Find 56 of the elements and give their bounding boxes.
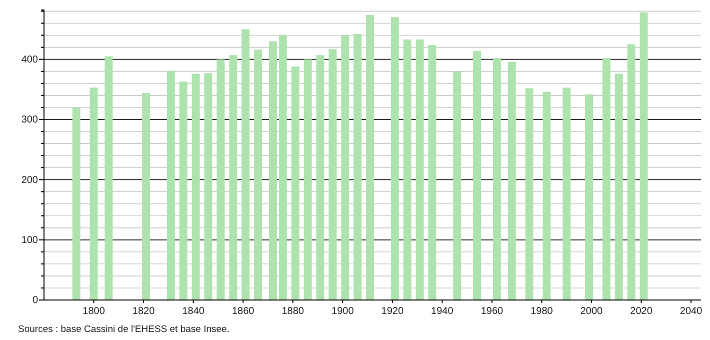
bar [192,74,200,300]
bar [341,35,350,300]
x-tick-label: 1880 [282,306,304,318]
bar [473,50,482,300]
bar [640,12,648,300]
x-tick-label: 1960 [480,306,504,318]
x-tick-label: 2000 [580,306,604,318]
y-tick-label: 0 [32,295,38,306]
x-tick-label: 1820 [132,306,156,318]
x-tick-label: 1920 [381,306,404,318]
bar [316,55,324,300]
bar [585,94,593,300]
bar [354,34,362,300]
bar [204,73,212,300]
bar [562,88,571,300]
x-tick-label: 2040 [680,306,703,318]
source-note: Sources : base Cassini de l'EHESS et base Insee. [18,324,230,335]
bar [602,58,610,300]
y-tick-label: 100 [21,235,38,246]
bar [90,88,98,300]
x-tick-label: 1840 [182,306,205,318]
bar [104,56,113,300]
x-tick-label: 1860 [232,306,255,318]
bar [142,93,150,300]
bar [366,14,374,300]
bar [254,50,262,300]
bar [328,49,337,300]
bar [416,39,424,300]
bar [216,59,225,300]
bar [508,62,516,300]
bar [229,55,238,300]
y-tick-label: 300 [21,114,38,126]
bar [614,74,623,300]
bar [627,44,636,300]
bar [525,88,534,300]
bar [453,71,462,300]
x-tick-label: 1980 [530,306,554,318]
x-tick-label: 1900 [332,306,354,318]
bar [390,17,399,300]
bar [428,44,436,300]
bar [291,66,300,300]
y-tick-label: 200 [21,174,38,186]
bar [304,59,312,300]
x-tick-label: 1800 [82,306,106,318]
bar [542,92,551,300]
bar [179,82,188,300]
x-tick-label: 2020 [630,306,653,318]
bar [268,41,277,300]
x-tick-label: 1940 [431,306,454,318]
bar [166,70,175,300]
bar [72,107,80,300]
bar [492,58,501,300]
bar [242,29,250,300]
bar [278,35,287,300]
bar [403,39,412,300]
y-tick-label: 400 [21,54,38,66]
